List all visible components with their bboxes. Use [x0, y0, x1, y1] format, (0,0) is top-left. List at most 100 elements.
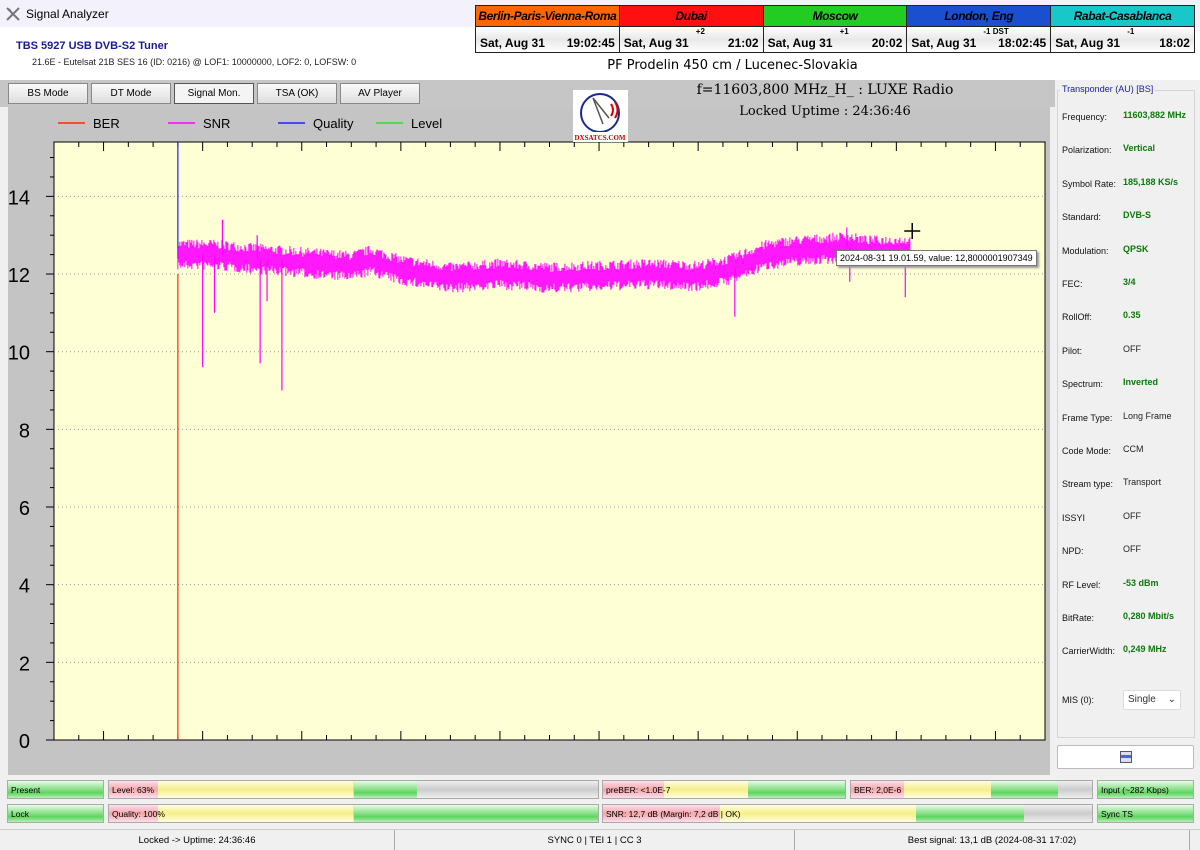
- transponder-value: OFF: [1123, 510, 1141, 521]
- transponder-label: Frame Type:: [1062, 412, 1113, 423]
- plot-area: [53, 141, 1046, 741]
- transponder-value: 0,249 MHz: [1123, 644, 1167, 655]
- present-indicator: Present: [7, 780, 104, 799]
- transponder-label: NPD:: [1062, 546, 1084, 557]
- clock-time: 19:02:45: [566, 36, 615, 50]
- signal-chart[interactable]: 0 2 4 6 8 10 12 14 BER SNR Quality Level: [8, 107, 1050, 775]
- transponder-value: 0,280 Mbit/s: [1123, 611, 1175, 621]
- chevron-down-icon: ⌄: [1167, 694, 1176, 705]
- dxsatcs-logo: DXSATCS.COM: [573, 90, 628, 142]
- transponder-value: DVB-S: [1123, 210, 1152, 221]
- transponder-label: Modulation:: [1062, 245, 1109, 256]
- legend-label-quality: Quality: [313, 116, 354, 131]
- transponder-value: CCM: [1123, 444, 1144, 454]
- transponder-value: 0.35: [1123, 310, 1141, 321]
- y-tick-label: 12: [8, 265, 30, 287]
- legend-label-level: Level: [411, 116, 442, 131]
- clock-date: Sat, Aug 31: [911, 36, 977, 50]
- y-tick-label: 4: [19, 576, 30, 598]
- transponder-label: RollOff:: [1062, 312, 1092, 323]
- preber-bar-label: preBER: <1.0E-7: [606, 784, 671, 795]
- input-indicator: Input (~282 Kbps): [1097, 780, 1194, 799]
- clock-offset: -1: [1127, 27, 1135, 36]
- preber-bar: preBER: <1.0E-7: [602, 780, 846, 799]
- clock-offset: +1: [839, 27, 849, 36]
- input-indicator-label: Input (~282 Kbps): [1101, 784, 1169, 795]
- quality-bar: Quality: 100%: [108, 804, 599, 823]
- tab-bs-mode[interactable]: BS Mode: [8, 83, 88, 104]
- transponder-value: Vertical: [1123, 143, 1156, 154]
- tab-av-player[interactable]: AV Player: [340, 83, 420, 104]
- clock-city: Berlin-Paris-Vienna-Roma: [476, 6, 619, 27]
- status-best-signal: Best signal: 13,1 dB (2024-08-31 17:02): [795, 830, 1190, 850]
- chart-tooltip: 2024-08-31 19.01.59, value: 12,800000190…: [836, 250, 1037, 266]
- transponder-label: RF Level:: [1062, 579, 1101, 590]
- clock-date: Sat, Aug 31: [480, 36, 545, 50]
- clock-time: 20:02: [871, 36, 903, 50]
- transponder-label: Spectrum:: [1062, 379, 1104, 390]
- quality-bar-label: Quality: 100%: [112, 808, 165, 819]
- lock-indicator: Lock: [7, 804, 104, 823]
- transponder-label: BitRate:: [1062, 613, 1095, 623]
- window-icon: [1119, 751, 1132, 763]
- level-bar: Level: 63%: [108, 780, 599, 799]
- device-name: TBS 5927 USB DVB-S2 Tuner: [16, 40, 169, 52]
- transponder-label: Pilot:: [1062, 345, 1083, 356]
- uptime-overlay: Locked Uptime : 24:36:46: [739, 104, 911, 119]
- transponder-value: 11603,882 MHz: [1123, 110, 1187, 120]
- mis-value: Single: [1128, 694, 1156, 705]
- legend-label-snr: SNR: [203, 116, 230, 131]
- transponder-label: FEC:: [1062, 279, 1083, 289]
- ber-bar-label: BER: 2,0E-6: [854, 784, 902, 795]
- clock-city: Dubai: [619, 6, 763, 27]
- clock-date: Sat, Aug 31: [767, 36, 833, 50]
- tab-signal-mon-[interactable]: Signal Mon.: [174, 83, 254, 104]
- panel-toggle-button[interactable]: [1057, 745, 1194, 769]
- transponder-title: Transponder (AU) [BS]: [1060, 84, 1156, 94]
- satellite-info: 21.6E - Eutelsat 21B SES 16 (ID: 0216) @…: [32, 57, 357, 67]
- present-indicator-label: Present: [11, 784, 41, 795]
- clock-time: 18:02: [1159, 36, 1190, 50]
- tab-dt-mode[interactable]: DT Mode: [91, 83, 171, 104]
- snr-bar: SNR: 12,7 dB (Margin: 7,2 dB | OK): [602, 804, 1093, 823]
- clock-3: London, Eng Sat, Aug 31 -1 DST 18:02:45: [907, 6, 1052, 52]
- transponder-label: Standard:: [1062, 212, 1102, 223]
- transponder-label: CarrierWidth:: [1062, 646, 1116, 657]
- clock-time: 21:02: [727, 36, 759, 50]
- world-clocks: Berlin-Paris-Vienna-Roma Sat, Aug 31 19:0…: [475, 5, 1195, 53]
- y-tick-label: 10: [8, 343, 30, 365]
- tab-tsa-ok-[interactable]: TSA (OK): [257, 83, 337, 104]
- transponder-value: -53 dBm: [1123, 577, 1159, 588]
- transponder-value: OFF: [1123, 544, 1141, 555]
- clock-date: Sat, Aug 31: [1055, 36, 1121, 50]
- transponder-value: Long Frame: [1123, 410, 1172, 421]
- location-label: PF Prodelin 450 cm / Lucenec-Slovakia: [607, 58, 858, 73]
- y-tick-label: 6: [19, 498, 30, 520]
- mis-select[interactable]: Single ⌄: [1123, 690, 1181, 710]
- signal-chart-panel: 0 2 4 6 8 10 12 14 BER SNR Quality Level: [8, 107, 1050, 775]
- transponder-value: OFF: [1123, 343, 1141, 354]
- clock-city: Rabat-Casablanca: [1051, 6, 1194, 27]
- window-title: Signal Analyzer: [26, 6, 109, 21]
- clock-0: Berlin-Paris-Vienna-Roma Sat, Aug 31 19:0…: [476, 6, 620, 52]
- transponder-value: 3/4: [1123, 277, 1136, 287]
- mis-label: MIS (0):: [1062, 695, 1095, 705]
- clock-offset: +2: [695, 27, 705, 36]
- transponder-label: Stream type:: [1062, 479, 1114, 490]
- clock-2: Moscow Sat, Aug 31 +1 20:02: [763, 6, 908, 52]
- transponder-value: Inverted: [1123, 377, 1159, 388]
- app-icon: [6, 6, 20, 21]
- y-tick-label: 8: [19, 420, 30, 442]
- clock-date: Sat, Aug 31: [623, 36, 689, 50]
- transponder-label: Code Mode:: [1062, 446, 1112, 456]
- level-bar-label: Level: 63%: [112, 784, 155, 795]
- clock-city: London, Eng: [907, 6, 1051, 27]
- frequency-overlay: f=11603,800 MHz_H_ : LUXE Radio: [696, 82, 954, 98]
- transponder-value: 185,188 KS/s: [1123, 176, 1179, 187]
- clock-time: 18:02:45: [998, 36, 1047, 50]
- ber-bar: BER: 2,0E-6: [850, 780, 1093, 799]
- transponder-value: QPSK: [1123, 243, 1149, 254]
- transponder-label: ISSYI: [1062, 512, 1086, 523]
- lock-indicator-label: Lock: [11, 808, 29, 819]
- svg-text:DXSATCS.COM: DXSATCS.COM: [574, 134, 625, 142]
